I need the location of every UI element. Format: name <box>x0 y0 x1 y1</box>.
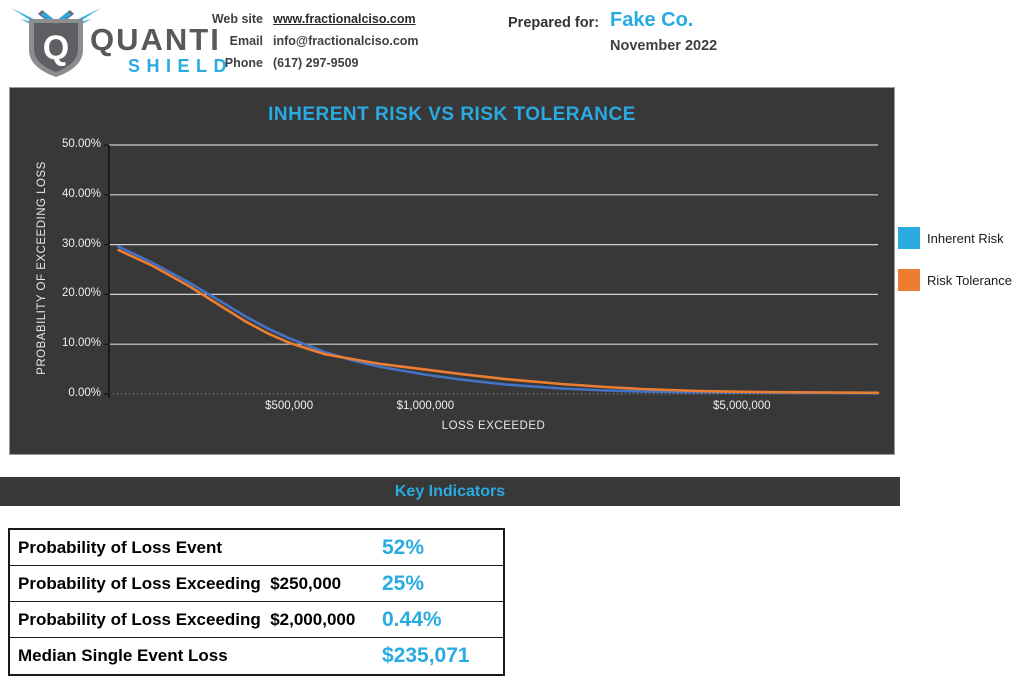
inherent-risk-swatch-icon <box>898 227 920 249</box>
legend-label-risk-tolerance: Risk Tolerance <box>927 272 1013 288</box>
indicator-label: Probability of Loss Exceeding $2,000,000 <box>18 609 356 629</box>
y-tick-50: 50.00% <box>61 138 101 150</box>
x-tick-5m: $5,000,000 <box>712 400 771 412</box>
contact-block: Web site www.fractionalciso.com Email in… <box>180 12 440 78</box>
logo-word-shield: SHIELD <box>128 56 233 76</box>
chart-plot-area <box>104 144 880 398</box>
key-indicators-table: Probability of Loss Event 52% Probabilit… <box>8 528 505 676</box>
contact-email-row: Email info@fractionalciso.com <box>180 34 440 48</box>
table-row: Median Single Event Loss $235,071 <box>10 638 503 674</box>
indicator-label: Median Single Event Loss <box>18 646 228 665</box>
y-tick-10: 10.00% <box>61 337 101 350</box>
website-label: Web site <box>211 12 263 26</box>
legend-entry-risk-tolerance: Risk Tolerance <box>898 269 1012 291</box>
indicator-value: 52% <box>382 535 425 559</box>
contact-phone-row: Phone (617) 297-9509 <box>180 56 440 70</box>
contact-website-row: Web site www.fractionalciso.com <box>180 12 440 26</box>
y-tick-30: 30.00% <box>61 237 101 250</box>
risk-tolerance-swatch-icon <box>898 269 920 291</box>
shield-icon: Q <box>29 19 83 77</box>
indicator-value: 25% <box>382 571 425 595</box>
website-link[interactable]: www.fractionalciso.com <box>273 12 416 26</box>
risk-chart: INHERENT RISK VS RISK TOLERANCE PROBABIL… <box>9 87 895 455</box>
phone-label: Phone <box>224 56 263 70</box>
x-axis-title: LOSS EXCEEDED <box>441 420 546 432</box>
logo-word-quanti: QUANTI <box>90 22 221 57</box>
y-tick-0: 0.00% <box>68 387 101 399</box>
indicator-value: 0.44% <box>382 607 442 631</box>
key-indicators-bar: Key Indicators <box>0 477 900 506</box>
key-indicators-title: Key Indicators <box>394 482 506 500</box>
phone-value: (617) 297-9509 <box>273 56 359 70</box>
report-date: November 2022 <box>610 38 718 54</box>
y-tick-40: 40.00% <box>61 187 101 200</box>
chart-title: INHERENT RISK VS RISK TOLERANCE <box>268 104 636 125</box>
y-axis-title: PROBABILITY OF EXCEEDING LOSS <box>36 161 48 375</box>
table-row: Probability of Loss Event 52% <box>10 530 503 566</box>
chart-legend: Inherent Risk Risk Tolerance <box>898 227 1012 311</box>
table-row: Probability of Loss Exceeding $2,000,000… <box>10 602 503 638</box>
indicator-label: Probability of Loss Event <box>18 537 223 557</box>
y-tick-20: 20.00% <box>61 287 101 300</box>
quantishield-logo: Q QUANTI SHIELD <box>11 8 233 77</box>
table-row: Probability of Loss Exceeding $250,000 2… <box>10 566 503 602</box>
legend-entry-inherent-risk: Inherent Risk <box>898 227 1012 249</box>
x-tick-1m: $1,000,000 <box>396 400 455 412</box>
email-value: info@fractionalciso.com <box>273 34 419 48</box>
client-name: Fake Co. <box>610 9 694 31</box>
logo-monogram: Q <box>43 29 69 67</box>
prepared-for-label: Prepared for: <box>508 15 600 31</box>
legend-label-inherent-risk: Inherent Risk <box>927 230 1004 246</box>
indicator-value: $235,071 <box>382 644 470 667</box>
email-label: Email <box>229 34 263 48</box>
indicator-label: Probability of Loss Exceeding $250,000 <box>18 573 342 593</box>
x-tick-500k: $500,000 <box>265 400 314 412</box>
